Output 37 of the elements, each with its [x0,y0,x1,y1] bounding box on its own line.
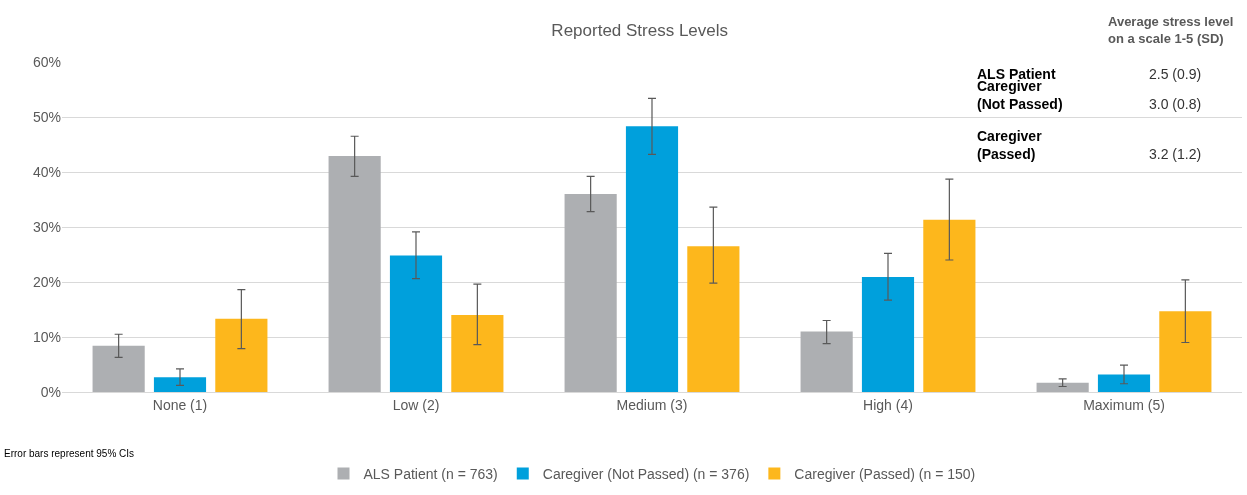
chart-title: Reported Stress Levels [551,20,729,40]
text: Average stress level on a scale 1-5 (SD) [1108,14,1234,46]
annotation: Caregiver (Passed) [977,128,1043,163]
legend-label: Caregiver (Not Passed) (n = 376) [542,466,750,483]
bar [1159,311,1212,392]
bar [92,345,145,392]
legend-label: Caregiver (Passed) (n = 150) [794,466,976,483]
annotation: 3.2 (1.2) [1149,146,1202,162]
bar [1036,382,1089,392]
bar [861,277,915,392]
bar [215,318,268,392]
y-tick-label: 0% [40,383,61,400]
bar [923,219,976,392]
y-tick-label: 50% [32,108,61,125]
legend-label: ALS Patient (n = 763) [363,466,498,483]
y-tick-label: 40% [32,163,61,180]
bar [800,331,853,392]
y-tick-label: 20% [32,273,61,290]
bar [564,194,617,392]
y-tick-label: 10% [32,328,61,345]
x-tick-label: None (1) [152,396,208,413]
x-tick-label: Low (2) [392,396,440,413]
bar [687,246,740,392]
y-tick-label: 60% [32,53,61,70]
x-tick-label: Maximum (5) [1083,396,1165,413]
bar [328,156,381,392]
y-tick-label: 30% [32,218,61,235]
text: Error bars represent 95% CIs [4,448,135,459]
bar [1097,374,1151,392]
x-tick-label: High (4) [863,396,913,413]
bar [451,315,504,392]
x-tick-label: Medium (3) [616,396,688,413]
annotation: 2.5 (0.9) [1149,66,1202,82]
bar [153,377,207,392]
annotation: 3.0 (0.8) [1149,96,1202,112]
bar [625,126,679,392]
bar [389,255,443,392]
